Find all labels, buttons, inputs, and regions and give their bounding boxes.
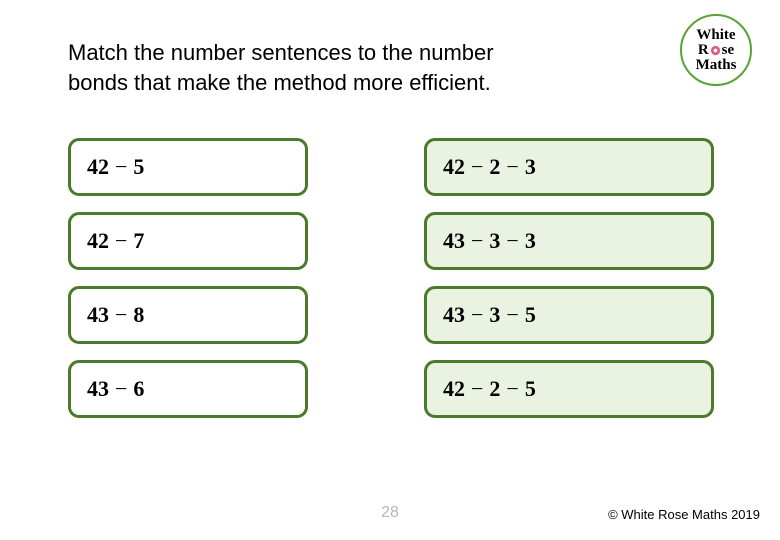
tile-value-a: 42 [443, 154, 465, 180]
minus-icon: − [471, 376, 483, 402]
tile-value-b: 7 [133, 228, 144, 254]
rose-icon [710, 45, 721, 56]
minus-icon: − [115, 302, 127, 328]
minus-icon: − [506, 228, 518, 254]
minus-icon: − [506, 302, 518, 328]
tile-value-c: 3 [525, 154, 536, 180]
left-column: 42 − 5 42 − 7 43 − 8 43 − 6 [68, 138, 308, 418]
right-tile[interactable]: 42 − 2 − 5 [424, 360, 714, 418]
tile-value-a: 42 [87, 228, 109, 254]
tile-value-b: 3 [489, 302, 500, 328]
minus-icon: − [471, 302, 483, 328]
left-tile[interactable]: 43 − 6 [68, 360, 308, 418]
page-number: 28 [381, 504, 399, 522]
tile-value-b: 3 [489, 228, 500, 254]
white-rose-maths-logo: White Rse Maths [680, 14, 752, 86]
minus-icon: − [506, 154, 518, 180]
tile-value-a: 43 [87, 302, 109, 328]
minus-icon: − [471, 228, 483, 254]
tile-value-b: 5 [133, 154, 144, 180]
tile-value-a: 43 [87, 376, 109, 402]
left-tile[interactable]: 42 − 5 [68, 138, 308, 196]
tile-value-a: 42 [443, 376, 465, 402]
logo-line-maths: Maths [696, 58, 737, 73]
tile-value-a: 43 [443, 228, 465, 254]
copyright-text: © White Rose Maths 2019 [608, 507, 760, 522]
minus-icon: − [506, 376, 518, 402]
logo-se: se [722, 42, 735, 58]
tile-value-b: 2 [489, 376, 500, 402]
logo-line-rose: Rse [698, 43, 734, 58]
tile-value-a: 42 [87, 154, 109, 180]
right-tile[interactable]: 42 − 2 − 3 [424, 138, 714, 196]
tile-value-c: 3 [525, 228, 536, 254]
minus-icon: − [115, 228, 127, 254]
left-tile[interactable]: 42 − 7 [68, 212, 308, 270]
logo-r: R [698, 42, 709, 58]
right-tile[interactable]: 43 − 3 − 3 [424, 212, 714, 270]
right-column: 42 − 2 − 3 43 − 3 − 3 43 − 3 − 5 42 − 2 … [424, 138, 714, 418]
tile-value-a: 43 [443, 302, 465, 328]
minus-icon: − [115, 154, 127, 180]
tile-value-b: 2 [489, 154, 500, 180]
tile-columns: 42 − 5 42 − 7 43 − 8 43 − 6 42 − 2 − 3 4… [68, 138, 714, 418]
minus-icon: − [471, 154, 483, 180]
tile-value-c: 5 [525, 376, 536, 402]
right-tile[interactable]: 43 − 3 − 5 [424, 286, 714, 344]
logo-line-white: White [696, 28, 735, 43]
tile-value-b: 8 [133, 302, 144, 328]
left-tile[interactable]: 43 − 8 [68, 286, 308, 344]
minus-icon: − [115, 376, 127, 402]
tile-value-b: 6 [133, 376, 144, 402]
tile-value-c: 5 [525, 302, 536, 328]
instruction-text: Match the number sentences to the number… [68, 38, 498, 97]
